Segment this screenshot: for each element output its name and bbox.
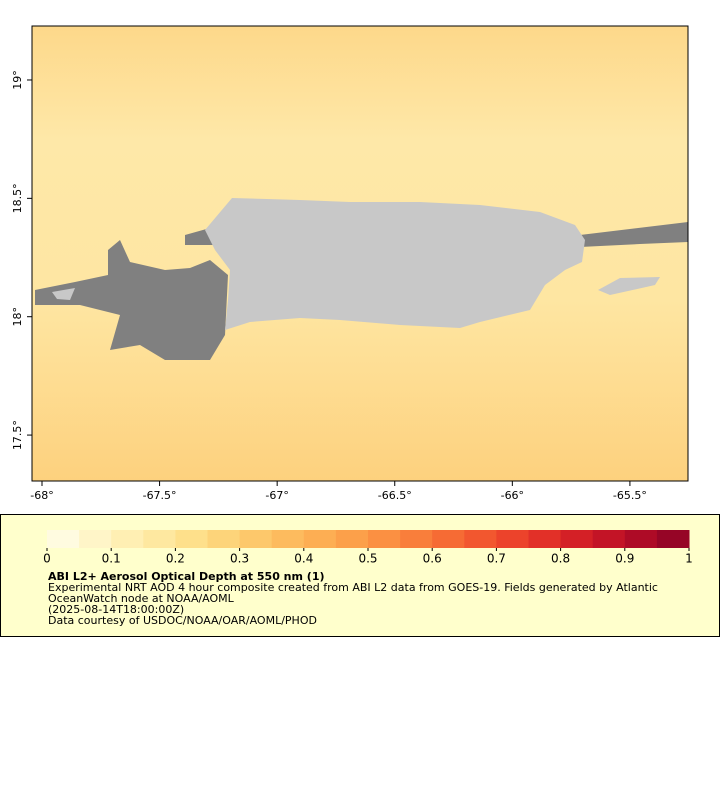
no-data-area [35,240,228,360]
x-tick-label: -67° [265,489,288,502]
land [205,198,585,330]
legend-line: Experimental NRT AOD 4 hour composite cr… [48,581,658,594]
colorbar-step [656,530,690,548]
colorbar-tick-label: 0.6 [423,552,442,566]
colorbar-step [239,530,273,548]
legend-line: OceanWatch node at NOAA/AOML [48,592,235,605]
y-tick-label: 17.5° [11,420,24,450]
colorbar-step [143,530,176,548]
colorbar-step [368,530,401,548]
colorbar-step [400,530,433,548]
colorbar-tick-label: 0.9 [615,552,634,566]
y-tick-label: 19° [11,70,24,90]
colorbar-tick-label: 0.4 [294,552,313,566]
legend-line: (2025-08-14T18:00:00Z) [48,603,184,616]
map-frame [31,25,689,482]
colorbar-step [624,530,658,548]
colorbar-step [335,530,369,548]
x-tick-label: -65.5° [613,489,647,502]
colorbar-tick-label: 0.5 [358,552,377,566]
colorbar-step [111,530,144,548]
colorbar-tick-label: 0.3 [230,552,249,566]
colorbar-step [271,530,305,548]
colorbar-tick-label: 0.8 [551,552,570,566]
land [598,277,660,295]
colorbar-step [496,530,529,548]
colorbar-step [560,530,594,548]
colorbar: 0 0.1 0.2 0.3 0.4 0.5 0.6 0.7 0.8 0.9 1 [43,530,693,566]
colorbar-step [592,530,626,548]
x-tick-label: -66° [501,489,524,502]
legend-title: ABI L2+ Aerosol Optical Depth at 550 nm … [48,570,325,583]
axes: -68° -67.5° -67° -66.5° -66° -65.5° 17.5° 18° 18… [11,70,647,502]
colorbar-step [207,530,241,548]
colorbar-tick-label: 1 [685,552,693,566]
no-data-area [580,222,688,247]
x-tick-label: -68° [30,489,53,502]
colorbar-step [464,530,497,548]
land [52,288,75,300]
x-tick-label: -66.5° [378,489,412,502]
y-tick-label: 18° [11,307,24,327]
colorbar-step [47,530,80,548]
legend-line: Data courtesy of USDOC/NOAA/OAR/AOML/PHO… [48,614,317,627]
colorbar-step [432,530,465,548]
colorbar-step [79,530,112,548]
colorbar-step [175,530,208,548]
y-tick-label: 18.5° [11,183,24,213]
colorbar-tick-label: 0.2 [166,552,185,566]
colorbar-tick-label: 0.1 [102,552,121,566]
colorbar-step [528,530,562,548]
colorbar-step [303,530,337,548]
colorbar-tick-label: 0 [43,552,51,566]
colorbar-tick-label: 0.7 [487,552,506,566]
x-tick-label: -67.5° [143,489,177,502]
